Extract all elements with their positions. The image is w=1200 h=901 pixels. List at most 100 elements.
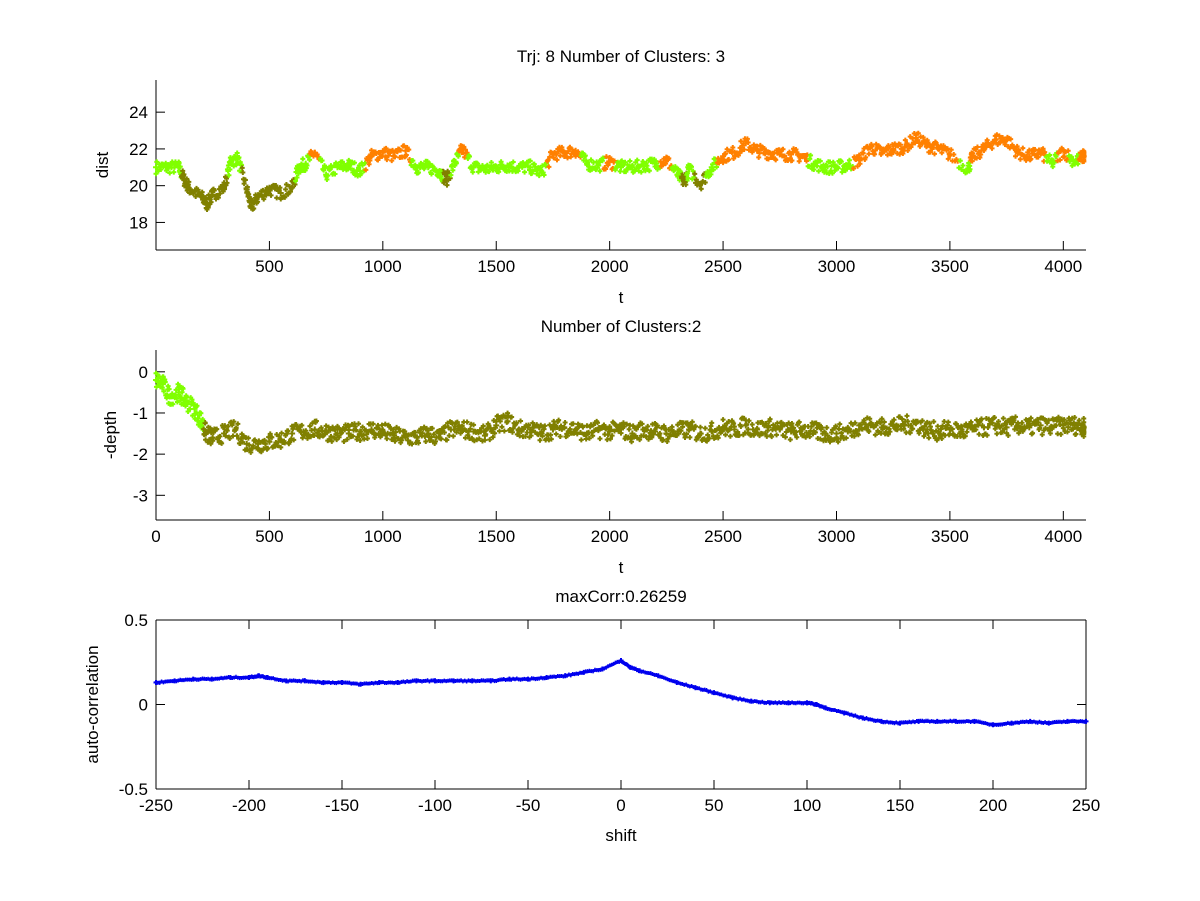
data-point-green — [493, 164, 500, 171]
scatter-marker — [282, 194, 288, 200]
scatter-marker — [332, 171, 338, 177]
scatter-marker — [273, 183, 279, 189]
data-point-olive — [266, 438, 273, 445]
x-tick-label: -100 — [418, 796, 452, 815]
data-point-orange — [878, 149, 885, 156]
scatter-marker — [1005, 433, 1011, 439]
scatter-marker — [1019, 420, 1025, 426]
scatter-marker — [578, 437, 584, 443]
data-point-green — [413, 164, 420, 171]
scatter-marker — [646, 168, 652, 174]
scatter-marker — [242, 177, 248, 183]
x-tick-label: 150 — [886, 796, 914, 815]
scatter-marker — [546, 164, 552, 170]
scatter-marker — [234, 433, 240, 439]
scatter-marker — [299, 422, 305, 428]
x-tick-label: 100 — [793, 796, 821, 815]
data-point-orange — [912, 134, 919, 141]
scatter-marker — [398, 147, 404, 153]
scatter-marker — [224, 428, 230, 434]
scatter-marker — [471, 422, 477, 428]
scatter-marker — [1017, 156, 1023, 162]
data-point-orange — [663, 156, 670, 163]
scatter-marker — [467, 154, 473, 160]
scatter-marker — [829, 170, 835, 176]
autocorrelation-point — [544, 674, 550, 680]
scatter-marker — [639, 421, 645, 427]
scatter-marker — [489, 427, 495, 433]
scatter-marker — [709, 420, 715, 426]
autocorrelation-point — [823, 705, 829, 711]
scatter-marker — [554, 157, 560, 163]
data-point-olive — [221, 430, 228, 437]
data-point-olive — [181, 177, 188, 184]
scatter-marker — [219, 440, 225, 446]
scatter-marker — [698, 186, 704, 192]
x-tick-label: 3500 — [931, 527, 969, 546]
scatter-marker — [597, 436, 603, 442]
x-tick-label: 3000 — [818, 527, 856, 546]
scatter-marker — [991, 415, 997, 421]
scatter-marker — [360, 424, 366, 430]
autocorrelation-point — [153, 680, 159, 686]
autocorrelation-line — [155, 658, 1086, 727]
scatter-marker — [274, 195, 280, 201]
scatter-marker — [702, 180, 708, 186]
autocorrelation-point — [413, 678, 419, 684]
data-point-olive — [674, 428, 681, 435]
data-point-olive — [187, 186, 194, 193]
scatter-marker — [976, 431, 982, 437]
scatter-marker — [789, 157, 795, 163]
autocorrelation-point — [953, 718, 959, 724]
autocorrelation-axes: -250 -200 -150 -100 -50 0 50 100 150 200 250 0.5 0 -0… — [83, 587, 1100, 845]
scatter-marker — [960, 162, 966, 168]
autocorrelation-point — [1027, 718, 1033, 724]
scatter-marker — [476, 436, 482, 442]
scatter-marker — [294, 175, 300, 181]
data-point-green — [629, 164, 636, 171]
scatter-marker — [910, 426, 916, 432]
x-tick-label: 2500 — [704, 527, 742, 546]
scatter-marker — [1020, 145, 1026, 151]
scatter-marker — [597, 168, 603, 174]
data-point-olive — [652, 428, 659, 435]
scatter-marker — [919, 418, 925, 424]
scatter-marker — [450, 433, 456, 439]
data-point-green — [191, 405, 198, 412]
scatter-marker — [234, 150, 240, 156]
data-point-olive — [413, 434, 420, 441]
data-point-green — [618, 164, 624, 171]
data-point-olive — [277, 436, 284, 443]
x-tick-label: 0 — [616, 796, 625, 815]
scatter-marker — [160, 374, 166, 380]
data-point-olive — [277, 190, 284, 197]
autocorrelation-point — [637, 668, 643, 674]
scatter-marker — [964, 429, 970, 435]
scatter-marker — [1061, 153, 1067, 159]
scatter-marker — [682, 435, 688, 441]
autocorrelation-point — [785, 700, 791, 706]
scatter-marker — [362, 160, 368, 166]
scatter-marker — [214, 426, 220, 432]
scatter-marker — [1047, 430, 1053, 436]
data-point-olive — [527, 426, 534, 433]
scatter-marker — [217, 433, 223, 439]
data-point-olive — [248, 204, 255, 211]
data-point-olive — [731, 426, 738, 433]
data-point-green — [452, 158, 459, 165]
scatter-marker — [887, 429, 893, 435]
data-point-olive — [402, 434, 409, 441]
scatter-marker — [684, 170, 690, 176]
scatter-marker — [1065, 424, 1071, 430]
scatter-marker — [454, 419, 460, 425]
x-tick-label: 1500 — [477, 527, 515, 546]
x-tick-label: 3000 — [818, 257, 856, 276]
scatter-marker — [867, 416, 873, 422]
data-point-olive — [266, 186, 273, 193]
scatter-marker — [307, 157, 313, 163]
scatter-marker — [1013, 153, 1019, 159]
autocorrelation-point — [320, 680, 326, 686]
scatter-marker — [816, 422, 822, 428]
data-point-olive — [810, 428, 817, 435]
scatter-marker — [935, 423, 941, 429]
